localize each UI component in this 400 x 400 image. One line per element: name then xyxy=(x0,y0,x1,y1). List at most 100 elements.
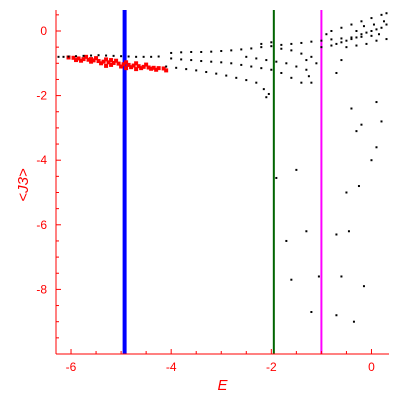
data-point xyxy=(345,39,348,42)
data-point xyxy=(150,55,153,58)
data-point xyxy=(75,55,78,58)
data-point xyxy=(200,50,203,53)
data-point xyxy=(127,55,130,58)
data-point xyxy=(370,29,373,32)
data-point xyxy=(375,146,378,149)
x-tick-label: -4 xyxy=(166,360,177,374)
data-point xyxy=(270,68,273,71)
data-point xyxy=(320,39,323,42)
data-point xyxy=(91,58,96,63)
data-point xyxy=(375,101,378,104)
data-point xyxy=(355,130,358,133)
data-point xyxy=(112,54,115,57)
data-point xyxy=(76,56,81,61)
data-point xyxy=(280,71,283,74)
data-point xyxy=(350,36,353,39)
data-point xyxy=(357,185,360,188)
data-point xyxy=(195,69,198,72)
data-point xyxy=(142,55,145,58)
y-axis-title: <J3> xyxy=(15,168,32,202)
data-point xyxy=(136,64,141,69)
data-point xyxy=(300,52,303,55)
data-point xyxy=(134,67,139,72)
data-point xyxy=(340,41,343,44)
data-point xyxy=(375,28,378,31)
data-point xyxy=(275,60,278,63)
data-point xyxy=(190,50,193,53)
data-point xyxy=(164,68,169,73)
data-point xyxy=(305,59,308,62)
data-point xyxy=(151,65,156,70)
data-point xyxy=(265,59,268,62)
data-point xyxy=(340,26,343,29)
data-point xyxy=(350,107,353,110)
data-point xyxy=(300,41,303,44)
data-point xyxy=(245,79,248,82)
data-point xyxy=(260,46,263,49)
data-point xyxy=(330,29,333,32)
x-axis-title: E xyxy=(217,377,228,394)
data-point xyxy=(74,58,79,63)
data-point xyxy=(205,71,208,74)
data-point xyxy=(170,57,173,60)
data-point xyxy=(165,65,168,68)
data-point xyxy=(81,57,86,62)
data-point xyxy=(290,278,293,281)
data-point xyxy=(280,43,283,46)
data-point xyxy=(106,60,111,65)
data-point xyxy=(89,57,94,62)
data-point xyxy=(144,62,149,67)
data-point xyxy=(347,230,350,233)
data-point xyxy=(350,38,353,41)
data-point xyxy=(275,176,278,179)
data-point xyxy=(380,26,383,29)
data-point xyxy=(120,55,123,58)
y-tick-label: -8 xyxy=(36,282,47,296)
data-point xyxy=(245,55,248,58)
data-point xyxy=(270,45,273,48)
data-point xyxy=(385,23,388,26)
data-point xyxy=(365,31,368,34)
data-point xyxy=(380,13,383,16)
data-point xyxy=(295,168,298,171)
data-point xyxy=(149,66,154,71)
data-point xyxy=(220,50,223,53)
data-point xyxy=(310,81,313,84)
data-point xyxy=(305,230,308,233)
data-point xyxy=(325,33,328,36)
data-point xyxy=(240,48,243,51)
data-point xyxy=(345,46,348,49)
x-tick-label: -6 xyxy=(66,360,77,374)
data-point xyxy=(124,66,129,71)
data-point xyxy=(175,66,178,69)
data-point xyxy=(290,49,293,52)
data-point xyxy=(340,37,343,40)
data-point xyxy=(180,58,183,61)
data-point xyxy=(200,60,203,63)
data-point xyxy=(126,62,131,67)
data-point xyxy=(330,38,333,41)
data-point xyxy=(124,60,129,65)
data-point xyxy=(335,314,338,317)
data-point xyxy=(170,51,173,54)
data-point xyxy=(360,35,363,38)
data-point xyxy=(370,17,373,20)
data-point xyxy=(62,55,65,58)
data-point xyxy=(109,62,114,67)
data-point xyxy=(290,76,293,79)
data-point xyxy=(262,88,265,91)
data-point xyxy=(185,68,188,71)
y-tick-label: -4 xyxy=(36,153,47,167)
data-point xyxy=(350,23,353,26)
data-point xyxy=(215,72,218,75)
y-tick-label: -2 xyxy=(36,89,47,103)
data-point xyxy=(225,74,228,77)
data-point xyxy=(210,60,213,63)
data-point xyxy=(260,67,263,70)
data-point xyxy=(97,54,100,57)
data-point xyxy=(360,33,363,36)
data-point xyxy=(250,65,253,68)
data-point xyxy=(67,55,70,58)
data-point xyxy=(335,71,338,74)
